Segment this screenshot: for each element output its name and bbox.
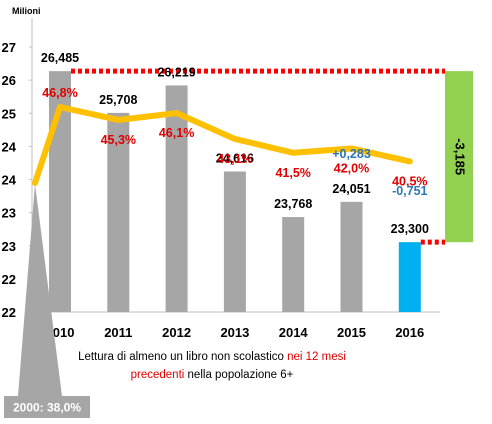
y-tick-label: 27 bbox=[2, 40, 16, 55]
y-tick-label: 23 bbox=[2, 206, 16, 221]
bar-2012 bbox=[165, 85, 188, 312]
bar-2011 bbox=[107, 112, 130, 312]
y-tick-label: 22 bbox=[2, 305, 16, 320]
callout-2000-label: 2000: 38,0% bbox=[13, 401, 81, 415]
y-tick-label: 24 bbox=[2, 139, 17, 154]
footnote-line-2: precedenti nella popolazione 6+ bbox=[131, 369, 294, 381]
x-tick-label: 2012 bbox=[162, 325, 191, 340]
bar-2013 bbox=[223, 171, 246, 312]
line-layer bbox=[32, 104, 413, 186]
y-tick-label: 24 bbox=[2, 173, 17, 188]
change-label-2016: -0,751 bbox=[392, 184, 427, 198]
footnote-part-4: nella popolazione 6+ bbox=[184, 369, 293, 381]
x-tick-label: 2013 bbox=[220, 325, 249, 340]
change-label-2015: +0,283 bbox=[332, 147, 371, 161]
bar-value-label: 24,051 bbox=[332, 182, 370, 196]
y-tick-label: 25 bbox=[2, 106, 16, 121]
y-tick-label: 22 bbox=[2, 272, 16, 287]
percentage-label: 42,0% bbox=[334, 161, 369, 175]
bar-value-label: 23,768 bbox=[274, 197, 312, 211]
percentage-label: 43,1% bbox=[217, 152, 252, 166]
percentage-line bbox=[32, 104, 413, 186]
percentage-label: 46,1% bbox=[159, 126, 194, 140]
total-change-label: -3,185 bbox=[453, 138, 468, 175]
bar-2014 bbox=[282, 217, 305, 312]
y-axis-unit-label: Milioni bbox=[12, 6, 41, 16]
bar-value-label: 23,300 bbox=[391, 222, 429, 236]
bar-value-label: 26,485 bbox=[41, 51, 79, 65]
bar-layer bbox=[49, 71, 421, 312]
callout-2000-box bbox=[4, 396, 90, 418]
x-tick-label: 2016 bbox=[395, 325, 424, 340]
x-tick-label: 2011 bbox=[104, 325, 132, 340]
footnote-part-2: nei 12 mesi bbox=[287, 351, 346, 363]
footnote-part-1: Lettura di almeno un libro non scolastic… bbox=[78, 351, 287, 363]
x-tick-label: 2014 bbox=[279, 325, 309, 340]
percentage-label: 40,5% bbox=[392, 174, 427, 188]
bar-2015 bbox=[340, 201, 363, 312]
bar-value-label: 24,616 bbox=[216, 152, 254, 166]
y-tick-label: 26 bbox=[2, 73, 16, 88]
bar-value-label: 26,219 bbox=[157, 65, 195, 79]
percentage-label: 41,5% bbox=[275, 166, 310, 180]
bar-value-label: 25,708 bbox=[99, 93, 137, 107]
footnote-line-1: Lettura di almeno un libro non scolastic… bbox=[78, 351, 346, 363]
total-change-box bbox=[445, 71, 473, 243]
footnote-part-3: precedenti bbox=[131, 369, 185, 381]
callout-pointer bbox=[18, 184, 62, 396]
percentage-label: 46,8% bbox=[42, 86, 77, 100]
x-tick-label: 2015 bbox=[337, 325, 366, 340]
y-tick-label: 23 bbox=[2, 239, 16, 254]
decor-layer: -3,185 2000: 38,0% bbox=[4, 68, 473, 418]
bar-2016 bbox=[398, 242, 421, 312]
percentage-label: 45,3% bbox=[101, 133, 136, 147]
label-layer: 26,485 25,708 26,219 24,616 23,768 24,051 23,3… bbox=[41, 51, 429, 236]
